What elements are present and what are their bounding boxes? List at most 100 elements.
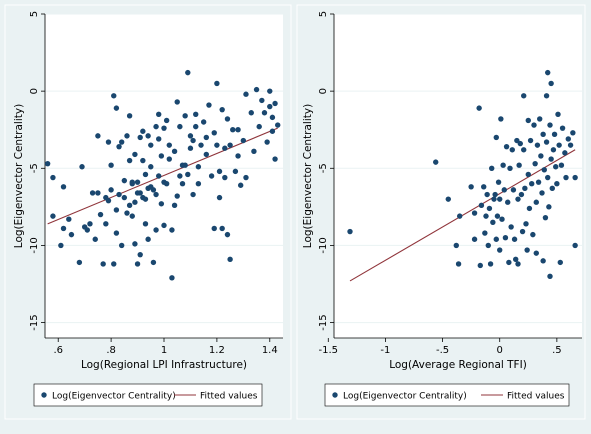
data-point (519, 228, 526, 235)
data-point (111, 93, 117, 99)
x-axis-label: Log(Regional LPI Infrastructure) (81, 359, 247, 371)
data-point (521, 147, 527, 153)
y-axis-label: Log(Eigenvector Centrality) (302, 104, 314, 248)
data-point (256, 123, 262, 130)
data-point (531, 122, 537, 128)
data-point (195, 181, 202, 187)
data-point (171, 148, 178, 155)
data-point (50, 174, 56, 181)
data-point (177, 173, 183, 179)
data-point (161, 222, 167, 229)
data-point (555, 111, 561, 117)
data-point (190, 137, 196, 144)
data-point (187, 133, 194, 139)
data-point (483, 213, 489, 219)
x-tick-label: -1.5 (319, 345, 339, 356)
data-point (503, 143, 510, 150)
data-point (527, 137, 534, 144)
data-point (60, 225, 67, 232)
data-point (253, 86, 260, 93)
legend-marker-points (41, 392, 47, 398)
data-point (182, 162, 188, 168)
data-point (563, 174, 569, 181)
data-point (495, 179, 502, 185)
data-point (84, 227, 91, 233)
data-point (227, 142, 233, 148)
data-point (556, 142, 562, 148)
data-point (497, 196, 503, 202)
data-point (113, 105, 120, 111)
data-point (538, 153, 544, 159)
data-point (264, 139, 270, 145)
data-point (134, 261, 141, 267)
data-point (532, 160, 538, 167)
data-point (526, 205, 533, 212)
data-point (487, 261, 494, 267)
data-point (116, 143, 122, 150)
data-point (550, 147, 557, 153)
x-tick-label: 0 (497, 345, 503, 356)
data-point (95, 133, 101, 139)
data-point (216, 168, 223, 175)
data-point (493, 236, 499, 242)
data-point (118, 139, 125, 145)
data-point (511, 236, 518, 242)
data-point (272, 100, 278, 107)
data-point (211, 130, 217, 136)
data-point (539, 190, 545, 196)
y-tick-label: -15 (29, 314, 40, 330)
data-point (540, 258, 546, 264)
data-point (111, 261, 117, 267)
data-point (516, 162, 522, 168)
data-point (235, 127, 241, 133)
data-point (68, 231, 75, 238)
data-point (505, 199, 511, 205)
data-point (251, 148, 257, 155)
data-point (518, 191, 525, 198)
data-point (570, 130, 576, 136)
data-point (508, 224, 514, 230)
data-point (259, 97, 265, 104)
y-tick-label: 5 (318, 11, 329, 17)
data-point (193, 123, 199, 130)
data-point (558, 162, 565, 168)
data-point (92, 236, 98, 242)
fitted-line (47, 127, 278, 225)
data-point (477, 262, 483, 269)
data-point (565, 136, 571, 142)
data-point (267, 88, 273, 94)
data-point (500, 162, 506, 168)
data-point (243, 91, 249, 97)
data-point (185, 69, 191, 76)
data-point (515, 196, 521, 202)
data-point (493, 134, 499, 141)
data-point (445, 196, 451, 202)
data-point (185, 171, 191, 178)
data-point (513, 256, 519, 263)
data-point (224, 231, 231, 238)
data-point (211, 225, 217, 232)
data-point (148, 142, 154, 148)
data-point (232, 168, 239, 175)
data-point (58, 242, 64, 249)
data-point (502, 235, 509, 241)
data-point (222, 145, 228, 151)
data-point (137, 134, 143, 141)
data-point (129, 213, 135, 219)
data-point (534, 142, 541, 148)
data-point (554, 181, 560, 187)
data-point (198, 142, 204, 148)
data-point (557, 259, 563, 266)
data-point (486, 205, 493, 212)
data-point (272, 156, 278, 162)
data-point (572, 242, 578, 249)
data-point (543, 93, 550, 99)
data-point (216, 194, 223, 201)
data-point (541, 167, 547, 173)
data-point (510, 187, 517, 193)
data-point (79, 164, 85, 170)
data-point (529, 181, 535, 187)
data-point (163, 181, 170, 187)
